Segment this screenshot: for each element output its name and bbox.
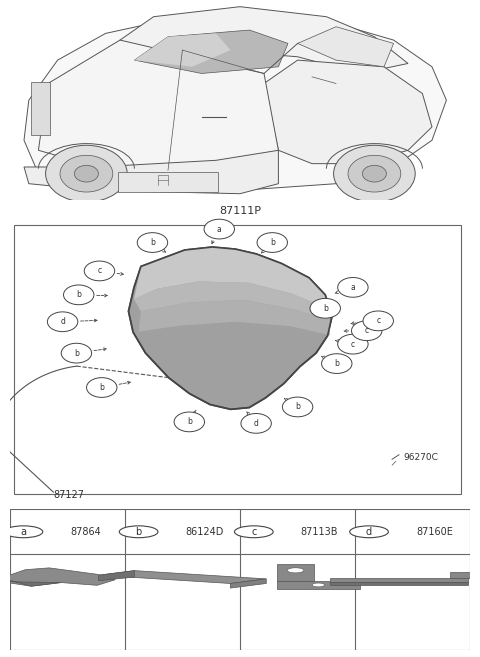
Circle shape	[234, 526, 273, 537]
Polygon shape	[277, 564, 314, 581]
Text: b: b	[74, 349, 79, 357]
Polygon shape	[298, 27, 394, 67]
Text: b: b	[270, 238, 275, 247]
Circle shape	[351, 321, 382, 340]
Text: b: b	[150, 238, 155, 247]
Circle shape	[338, 334, 368, 354]
Text: 86124D: 86124D	[186, 527, 224, 537]
Circle shape	[338, 277, 368, 297]
Polygon shape	[98, 571, 266, 583]
Circle shape	[349, 526, 388, 537]
Polygon shape	[1, 568, 115, 586]
Text: a: a	[350, 283, 355, 292]
Polygon shape	[230, 579, 266, 588]
Text: b: b	[187, 417, 192, 426]
Circle shape	[84, 261, 115, 281]
Circle shape	[282, 397, 313, 417]
Text: a: a	[21, 527, 26, 537]
Circle shape	[257, 233, 288, 252]
Circle shape	[174, 412, 204, 432]
Text: 87160E: 87160E	[416, 527, 453, 537]
Polygon shape	[24, 13, 446, 191]
FancyBboxPatch shape	[10, 509, 470, 650]
Text: b: b	[335, 359, 339, 368]
Circle shape	[137, 233, 168, 252]
Circle shape	[4, 526, 43, 537]
Circle shape	[48, 312, 78, 332]
Circle shape	[312, 583, 324, 587]
Text: c: c	[97, 267, 101, 275]
Circle shape	[61, 343, 92, 363]
Polygon shape	[277, 581, 360, 589]
Text: d: d	[254, 419, 259, 428]
Circle shape	[63, 285, 94, 305]
Text: b: b	[323, 304, 328, 313]
Polygon shape	[139, 300, 330, 335]
Text: 87113B: 87113B	[301, 527, 338, 537]
Text: 87864: 87864	[71, 527, 101, 537]
Text: b: b	[295, 403, 300, 411]
Circle shape	[46, 145, 127, 202]
Circle shape	[334, 145, 415, 202]
FancyBboxPatch shape	[14, 225, 461, 493]
Text: c: c	[351, 340, 355, 349]
Polygon shape	[450, 572, 480, 578]
Polygon shape	[134, 30, 288, 74]
Text: d: d	[366, 527, 372, 537]
Text: 87111P: 87111P	[219, 206, 261, 215]
Circle shape	[287, 568, 304, 573]
Polygon shape	[134, 281, 330, 320]
Text: b: b	[135, 527, 142, 537]
Polygon shape	[134, 247, 327, 308]
Circle shape	[362, 166, 386, 182]
Circle shape	[241, 413, 271, 433]
Text: d: d	[60, 317, 65, 327]
Circle shape	[363, 311, 394, 330]
Text: c: c	[365, 327, 369, 335]
Circle shape	[322, 353, 352, 373]
FancyBboxPatch shape	[118, 172, 218, 192]
Circle shape	[204, 219, 234, 239]
Text: c: c	[376, 317, 380, 325]
Circle shape	[348, 155, 401, 192]
Text: 87127: 87127	[53, 489, 84, 499]
Circle shape	[310, 298, 340, 318]
FancyBboxPatch shape	[31, 82, 50, 135]
Circle shape	[74, 166, 98, 182]
Text: b: b	[99, 383, 104, 392]
Polygon shape	[134, 34, 230, 67]
Polygon shape	[330, 578, 468, 582]
Circle shape	[119, 526, 158, 537]
Text: 96270C: 96270C	[404, 453, 438, 462]
Polygon shape	[1, 578, 61, 586]
Polygon shape	[264, 60, 432, 164]
Polygon shape	[120, 7, 408, 74]
Circle shape	[86, 378, 117, 397]
Text: b: b	[76, 290, 81, 300]
Polygon shape	[330, 582, 468, 585]
Polygon shape	[129, 247, 332, 409]
Text: a: a	[217, 225, 222, 234]
Polygon shape	[24, 150, 278, 194]
Text: c: c	[251, 527, 256, 537]
Polygon shape	[98, 571, 134, 581]
Circle shape	[60, 155, 113, 192]
Polygon shape	[38, 40, 278, 173]
